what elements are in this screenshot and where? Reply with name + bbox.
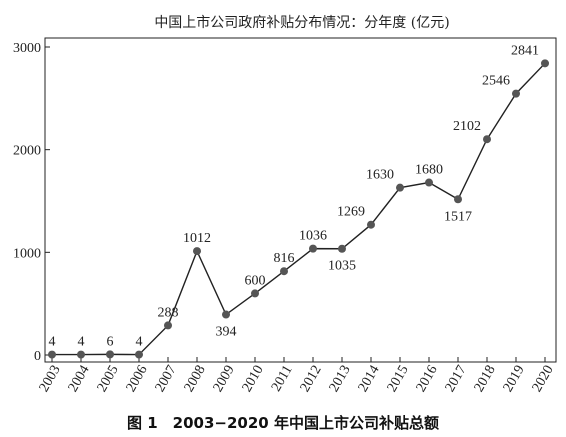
data-point <box>106 350 114 359</box>
y-tick-label: 1000 <box>13 246 41 261</box>
x-tick-label: 2018 <box>472 363 499 395</box>
data-label: 600 <box>245 273 266 288</box>
chart-title: 中国上市公司政府补贴分布情况：分年度 (亿元) <box>154 14 449 31</box>
x-tick-label: 2005 <box>95 363 122 395</box>
x-tick-label: 2004 <box>66 363 93 395</box>
y-tick-label: 0 <box>34 349 41 364</box>
figure-caption: 图 1 2003−2020 年中国上市公司补贴总额 <box>127 414 439 432</box>
y-axis: 0 1000 2000 3000 <box>13 41 50 364</box>
series-line <box>48 59 549 359</box>
data-label: 4 <box>78 335 85 350</box>
data-label: 4 <box>136 335 143 350</box>
data-point <box>541 59 549 68</box>
x-tick-label: 2020 <box>530 363 557 395</box>
x-tick-label: 2003 <box>37 363 64 395</box>
data-point <box>77 350 85 359</box>
x-tick-label: 2015 <box>385 363 412 395</box>
plot-frame <box>44 37 557 363</box>
y-tick-label: 2000 <box>13 144 41 159</box>
data-point <box>309 244 317 253</box>
x-tick-label: 2008 <box>182 363 209 395</box>
data-label: 816 <box>274 251 295 266</box>
x-tick-label: 2009 <box>211 363 238 395</box>
data-point <box>135 350 143 359</box>
data-point <box>48 350 56 359</box>
x-tick-label: 2014 <box>356 363 383 395</box>
data-point <box>222 310 230 319</box>
data-label: 2102 <box>453 119 481 134</box>
data-label: 2546 <box>482 74 510 89</box>
data-label: 1269 <box>337 205 365 220</box>
x-tick-label: 2010 <box>240 363 267 395</box>
x-tick-label: 2017 <box>443 363 470 395</box>
x-tick-label: 2011 <box>269 363 296 394</box>
data-label: 6 <box>107 334 114 349</box>
x-tick-label: 2019 <box>501 363 528 395</box>
data-label: 2841 <box>511 43 539 58</box>
x-axis: 2003 2004 2005 2006 2007 2008 2009 2010 2011 2012… <box>37 357 557 395</box>
data-label: 1036 <box>299 229 327 244</box>
data-point <box>193 247 201 256</box>
data-label: 4 <box>49 335 56 350</box>
data-point <box>454 195 462 204</box>
data-point <box>483 135 491 144</box>
data-point <box>338 244 346 253</box>
data-label: 1680 <box>415 163 443 178</box>
data-label: 1012 <box>183 231 211 246</box>
data-label: 1035 <box>328 259 356 274</box>
data-label: 394 <box>216 325 237 340</box>
data-label: 1630 <box>366 168 394 183</box>
series-polyline <box>52 62 546 356</box>
data-point <box>164 321 172 330</box>
data-point <box>251 289 259 298</box>
data-point <box>512 89 520 98</box>
data-label: 288 <box>158 305 179 320</box>
x-tick-label: 2013 <box>327 363 354 395</box>
x-tick-label: 2006 <box>124 363 151 395</box>
data-point <box>396 183 404 192</box>
data-point <box>425 178 433 187</box>
x-tick-label: 2007 <box>153 363 180 395</box>
data-point <box>367 220 375 229</box>
x-tick-label: 2012 <box>298 363 325 395</box>
x-tick-label: 2016 <box>414 363 441 395</box>
y-tick-label: 3000 <box>13 41 41 56</box>
data-point <box>280 267 288 276</box>
data-label: 1517 <box>444 209 472 224</box>
